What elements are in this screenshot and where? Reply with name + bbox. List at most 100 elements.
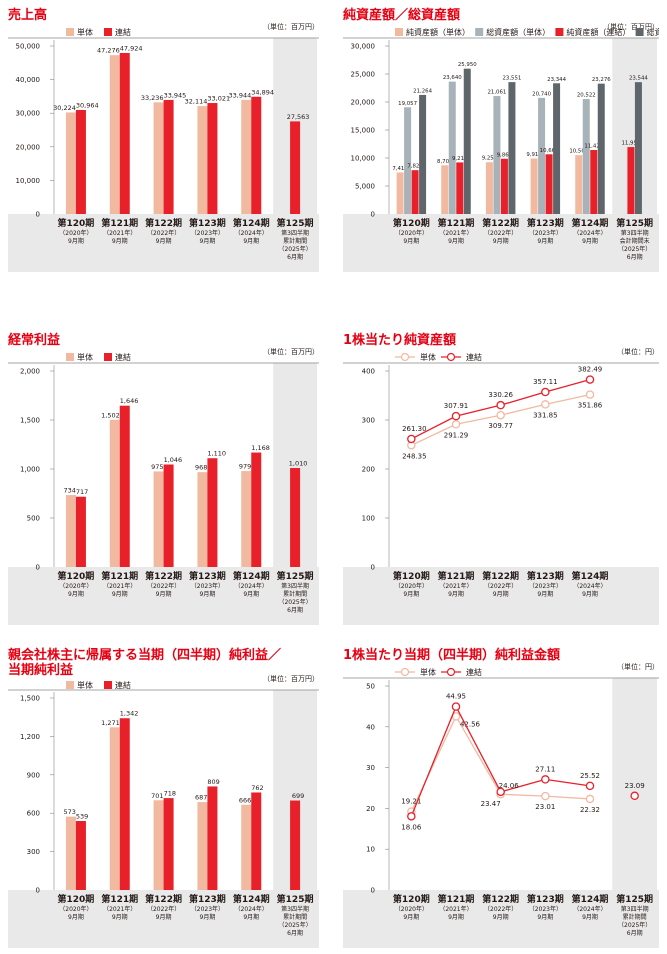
y-tick-label: 20,000 [16, 143, 41, 151]
legend-marker [446, 352, 456, 362]
bar [75, 109, 86, 214]
legend-label: 連結 [115, 352, 131, 362]
bar [411, 170, 419, 214]
legend-swatch [104, 681, 112, 689]
data-value-label: 19.21 [401, 798, 421, 806]
category-label: 第125期 [277, 217, 314, 229]
bar-value-label: 33,021 [207, 95, 230, 103]
category-sublabel: 9月期 [156, 590, 172, 598]
y-tick-label: 500 [27, 515, 40, 523]
eps-unit: （単位：円） [617, 663, 659, 671]
legend-label: 単体 [77, 352, 93, 362]
y-tick-label: 20,000 [351, 99, 376, 107]
category-label: 第121期 [101, 217, 138, 229]
category-sublabel: （2022年） [147, 229, 180, 237]
y-tick-label: 300 [27, 848, 40, 856]
category-sublabel: 9月期 [200, 590, 216, 598]
category-sublabel: （2021年） [103, 582, 136, 590]
data-value-label: 22.32 [580, 806, 600, 814]
category-label: 第123期 [527, 570, 564, 582]
bar [65, 495, 76, 567]
bar [627, 147, 635, 214]
category-label: 第120期 [58, 893, 95, 905]
eps-panel: 1株当たり当期（四半期）純利益金額 （単位：円） 0 10 20 30 40 50 第120… [343, 648, 659, 948]
bar [463, 68, 471, 215]
category-sublabel: 9月期 [493, 237, 509, 245]
data-point [451, 702, 461, 711]
bar [207, 786, 218, 890]
legend-label: 純資産額（単体） [406, 27, 470, 37]
category-sublabel: 9月期 [537, 913, 553, 921]
category-sublabel: 9月期 [582, 237, 598, 245]
netincome-panel: 親会社株主に帰属する当期（四半期）純利益／ 当期純利益 （単位：百万円） 0 30… [8, 648, 319, 948]
data-point [541, 400, 550, 409]
netincome-title: 親会社株主に帰属する当期（四半期）純利益／ [8, 648, 282, 663]
bar-value-label: 30,224 [53, 104, 76, 112]
bar [493, 96, 501, 214]
category-sublabel: （2023年） [529, 905, 562, 913]
category-label: 第123期 [189, 893, 226, 905]
data-point [541, 387, 550, 397]
assets-panel: 純資産額／総資産額 （単位：百万円） 0 5,000 10,000 15,000 20,… [343, 8, 659, 272]
bar [597, 83, 605, 214]
y-tick-label: 30,000 [351, 43, 376, 51]
label-band [8, 890, 319, 948]
category-label: 第120期 [393, 893, 430, 905]
y-tick-label: 40 [366, 723, 375, 731]
bar [530, 158, 538, 214]
category-sublabel: 9月期 [448, 590, 464, 598]
bar-value-label: 1,502 [101, 411, 120, 419]
category-sublabel: 9月期 [68, 590, 84, 598]
category-sublabel: 9月期 [156, 237, 172, 245]
data-value-label: 357.11 [533, 378, 558, 386]
category-sublabel: 9月期 [448, 913, 464, 921]
category-sublabel: （2022年） [484, 229, 517, 237]
bar-value-label: 23,640 [443, 75, 462, 81]
category-label: 第123期 [527, 893, 564, 905]
label-band [343, 567, 659, 625]
legend-swatch [104, 353, 112, 361]
y-tick-label: 1,500 [20, 417, 40, 425]
bar-value-label: 809 [207, 778, 219, 786]
bps-chart: 0100200300400第120期（2020年）9月期第121期（2021年）… [343, 352, 659, 625]
bar-value-label: 701 [151, 792, 163, 800]
bar-value-label: 33,945 [164, 91, 187, 99]
bar [153, 102, 164, 214]
category-sublabel: 累計期間 [623, 913, 647, 921]
data-value-label: 309.77 [488, 422, 513, 430]
category-sublabel: 6月期 [287, 606, 303, 614]
data-point [585, 390, 595, 399]
category-sublabel: （2022年） [484, 905, 517, 913]
bar [197, 106, 208, 214]
bar [197, 472, 208, 567]
bar [75, 496, 86, 567]
ordinary-chart: 05001,0001,5002,000第120期（2020年）9月期第121期（… [8, 352, 319, 625]
category-label: 第121期 [101, 893, 138, 905]
category-label: 第125期 [616, 893, 653, 905]
y-tick-label: 1,200 [20, 733, 40, 741]
category-sublabel: 9月期 [200, 237, 216, 245]
category-sublabel: （2021年） [103, 229, 136, 237]
category-sublabel: 9月期 [112, 913, 128, 921]
category-sublabel: （2022年） [147, 582, 180, 590]
ordinary-panel: 経常利益 （単位：百万円） 0 500 1,000 1,500 2,000 第120期 （2… [8, 333, 319, 625]
bar [241, 804, 252, 890]
y-tick-label: 1,500 [20, 695, 40, 703]
sales-title: 売上高 [8, 8, 48, 23]
legend-label: 連結 [115, 680, 131, 690]
bar-value-label: 23,276 [592, 77, 611, 83]
y-tick-label: 40,000 [16, 76, 41, 84]
y-tick-label: 0 [36, 887, 40, 895]
category-label: 第120期 [393, 570, 430, 582]
category-sublabel: 9月期 [537, 237, 553, 245]
legend-swatch [66, 28, 74, 36]
category-label: 第125期 [277, 893, 314, 905]
bar-value-label: 33,236 [141, 94, 164, 102]
category-sublabel: （2021年） [439, 582, 472, 590]
bar-value-label: 539 [76, 813, 88, 821]
category-sublabel: （2020年） [59, 582, 92, 590]
bar [545, 154, 553, 214]
data-point [496, 787, 505, 797]
category-sublabel: 累計期間 [283, 590, 307, 598]
data-value-label: 331.85 [533, 411, 558, 419]
